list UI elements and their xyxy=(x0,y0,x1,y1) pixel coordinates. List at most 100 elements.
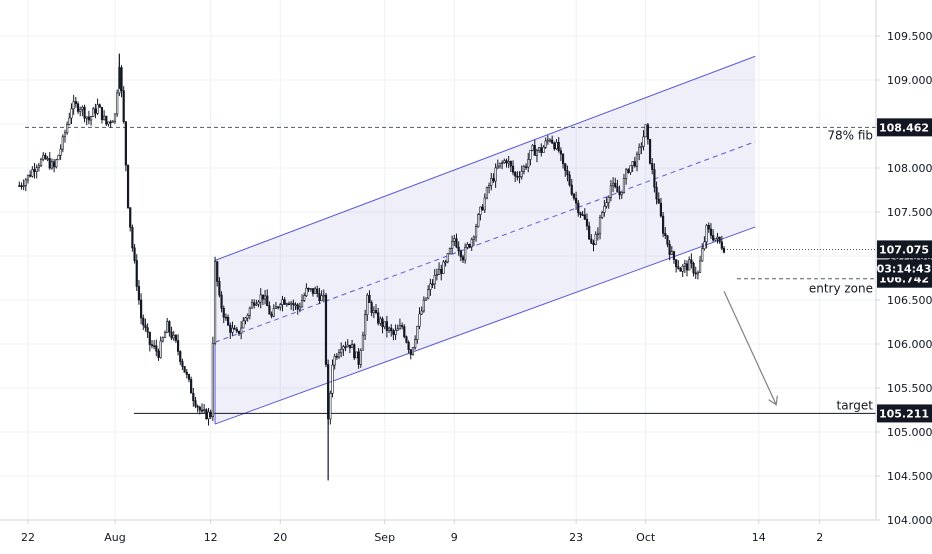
candle-body xyxy=(281,299,284,305)
candle-body xyxy=(605,202,608,207)
candle-body xyxy=(546,139,549,142)
candle-body xyxy=(379,318,382,324)
candle-body xyxy=(548,139,552,142)
candle-body xyxy=(168,321,171,333)
candle-body xyxy=(585,218,589,227)
candle-body xyxy=(411,347,415,355)
candle-body xyxy=(472,236,475,240)
candle-body xyxy=(420,310,423,315)
candle-body xyxy=(659,202,663,217)
candle-body xyxy=(272,308,275,317)
candle-body xyxy=(603,205,606,213)
candle-body xyxy=(68,117,71,125)
candle-body xyxy=(263,295,267,300)
candle-body xyxy=(98,104,101,108)
candle-body xyxy=(653,169,656,188)
candle-body xyxy=(298,306,301,310)
candle-body xyxy=(235,328,238,332)
candle-body xyxy=(48,158,51,169)
candle-body xyxy=(464,247,467,261)
candle-body xyxy=(70,108,73,119)
candle-body xyxy=(146,327,149,333)
candle-body xyxy=(126,164,130,208)
current-price-label-bg xyxy=(877,240,932,259)
candle-body xyxy=(651,163,654,170)
candle-body xyxy=(174,334,178,341)
y-tick-label: 109.000 xyxy=(887,74,932,87)
level-annotation-0: 78% fib xyxy=(827,128,873,142)
y-tick-label: 104.000 xyxy=(887,514,932,527)
x-tick-label: 23 xyxy=(569,531,583,544)
candle-body xyxy=(442,261,445,274)
candle-body xyxy=(42,154,45,160)
candle-body xyxy=(218,281,221,296)
candle-body xyxy=(377,312,380,324)
candle-body xyxy=(385,321,388,331)
candle-body xyxy=(437,268,441,275)
countdown-bg xyxy=(877,259,932,278)
candle-body xyxy=(383,321,386,328)
candle-body xyxy=(518,176,521,178)
time-axis[interactable]: 22 Aug 12 20 Sep 9 23 Oct 14 2 xyxy=(0,519,876,544)
candle-body xyxy=(470,239,473,248)
candle-body xyxy=(266,295,269,307)
candle-body xyxy=(240,327,243,334)
candle-body xyxy=(205,409,208,420)
candle-body xyxy=(459,250,462,258)
candle-body xyxy=(131,226,134,249)
candle-body xyxy=(203,409,206,411)
candle-body xyxy=(159,340,162,358)
candlestick-series xyxy=(18,53,726,481)
candle-body xyxy=(253,302,256,306)
candle-body xyxy=(329,393,332,420)
projection-arrow[interactable] xyxy=(723,290,776,405)
level-price-label-2: 105.211 xyxy=(879,407,929,420)
candle-body xyxy=(538,147,541,152)
candle-body xyxy=(327,364,330,420)
candle-body xyxy=(527,159,530,168)
candle-body xyxy=(718,236,721,243)
candle-body xyxy=(492,178,495,182)
candle-body xyxy=(688,259,691,271)
candle-body xyxy=(468,244,471,248)
candle-body xyxy=(285,303,288,306)
candle-body xyxy=(427,289,430,299)
level-price-label-0-bg xyxy=(877,118,932,137)
candle-body xyxy=(307,287,310,290)
candle-body xyxy=(129,207,132,228)
candle-body xyxy=(359,349,362,365)
channel-fill xyxy=(215,56,756,425)
candle-body xyxy=(248,307,251,316)
candle-body xyxy=(92,108,95,117)
candle-body xyxy=(490,178,493,186)
candle-body xyxy=(122,90,125,123)
candle-body xyxy=(74,101,77,105)
candle-body xyxy=(614,182,617,188)
candle-body xyxy=(292,302,295,306)
candle-body xyxy=(433,275,436,285)
candle-body xyxy=(224,316,228,319)
candle-body xyxy=(290,302,293,305)
candle-body xyxy=(59,148,62,156)
candle-body xyxy=(601,212,604,218)
x-tick-label: 20 xyxy=(273,531,287,544)
candle-body xyxy=(390,327,393,332)
candle-body xyxy=(148,331,151,345)
candle-body xyxy=(590,238,593,244)
candle-body xyxy=(61,136,64,150)
candle-body xyxy=(644,124,647,138)
candle-body xyxy=(322,294,325,297)
candle-body xyxy=(503,160,506,164)
channel-mid-line xyxy=(214,141,756,343)
candle-body xyxy=(387,327,391,331)
candle-body xyxy=(361,334,365,351)
y-tick-label: 109.500 xyxy=(887,30,932,43)
candle-body xyxy=(705,224,708,243)
candle-body xyxy=(457,246,460,252)
candle-body xyxy=(109,121,112,124)
horizontal-levels[interactable]: 78% fib entry zone target xyxy=(25,126,876,414)
candle-body xyxy=(672,251,676,260)
regression-channel[interactable] xyxy=(214,55,756,425)
